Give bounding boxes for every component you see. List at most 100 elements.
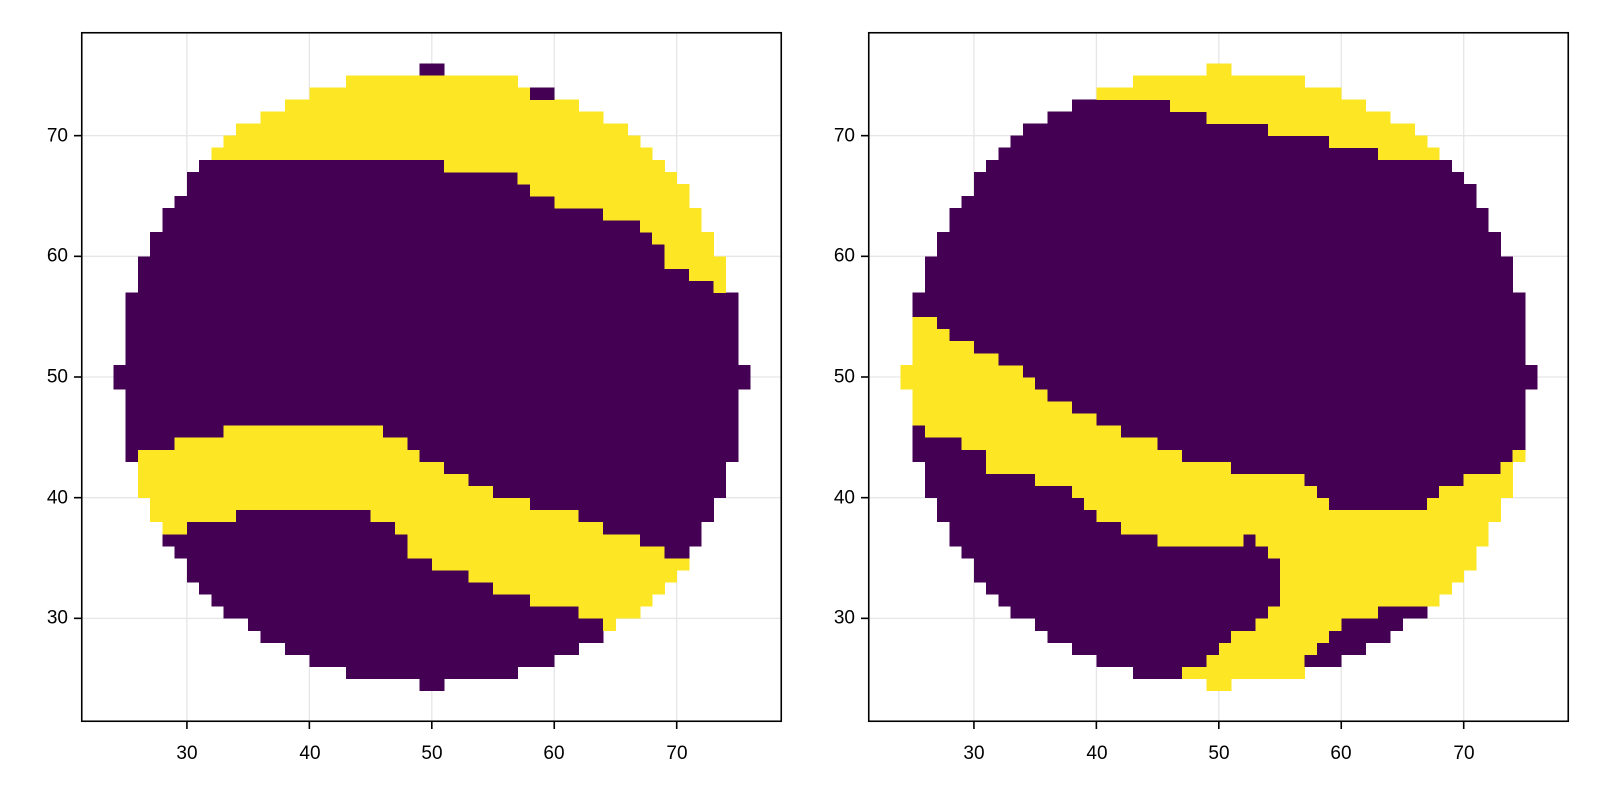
right-x-tick-70: 70	[1453, 743, 1475, 764]
heatmap-cell	[137, 268, 690, 281]
heatmap-cell	[912, 316, 938, 330]
heatmap-cell	[1218, 642, 1318, 655]
heatmap-cell	[1071, 401, 1526, 414]
heatmap-cell	[1022, 364, 1538, 378]
right-x-tick-50: 50	[1208, 743, 1230, 764]
left-y-tick-40: 40	[46, 487, 68, 509]
heatmap-cell	[912, 389, 1048, 402]
heatmap-cell	[284, 642, 580, 655]
heatmap-cell	[652, 232, 714, 245]
heatmap-cell	[137, 473, 469, 487]
heatmap-cell	[713, 280, 727, 293]
heatmap-cell	[1010, 135, 1330, 149]
heatmap-cell	[1120, 521, 1489, 535]
heatmap-cell	[162, 533, 408, 547]
heatmap-cell	[125, 449, 139, 462]
heatmap-cell	[1047, 630, 1232, 643]
heatmap-cell	[1182, 666, 1305, 680]
heatmap-cell	[1304, 654, 1342, 668]
heatmap-cell	[468, 473, 727, 487]
axes-frame	[867, 31, 1570, 723]
heatmap-cell	[150, 509, 237, 523]
heatmap-cell	[346, 75, 518, 88]
heatmap-cell	[137, 280, 714, 293]
heatmap-cell	[603, 208, 702, 221]
heatmap-cell	[419, 678, 445, 692]
heatmap-cell	[260, 111, 604, 124]
heatmap-cell	[912, 352, 999, 366]
heatmap-cell	[137, 485, 494, 499]
heatmap-cell	[1071, 99, 1171, 112]
heatmap-cell	[998, 352, 1526, 366]
heatmap-cell	[137, 256, 665, 269]
heatmap-cell	[639, 220, 702, 233]
heatmap-cell	[1377, 147, 1440, 161]
heatmap-cell	[912, 340, 975, 354]
heatmap-cell	[346, 666, 518, 680]
heatmap-cell	[162, 521, 188, 535]
heatmap-cell	[1255, 533, 1489, 547]
heatmap-cell	[986, 461, 1232, 474]
heatmap-cell	[199, 582, 494, 595]
heatmap-cell	[603, 618, 616, 631]
heatmap-cell	[924, 485, 1073, 499]
heatmap-cell	[949, 220, 1489, 233]
heatmap-cell	[529, 87, 555, 100]
left-heatmap-plot	[74, 31, 783, 729]
heatmap-cell	[1255, 618, 1342, 631]
heatmap-cell	[912, 304, 1526, 318]
heatmap-cell	[664, 545, 690, 559]
heatmap-cell	[309, 87, 531, 100]
heatmap-cell	[1280, 582, 1452, 595]
right-y-tick-60: 60	[833, 245, 855, 267]
heatmap-cell	[493, 582, 665, 595]
heatmap-cell	[125, 316, 739, 330]
heatmap-cell	[1182, 449, 1514, 462]
heatmap-cell	[1169, 99, 1367, 112]
heatmap-cell	[1316, 642, 1367, 655]
right-y-tick-50: 50	[833, 366, 855, 388]
heatmap-cell	[924, 268, 1514, 281]
heatmap-cell	[113, 377, 751, 390]
heatmap-cell	[1512, 449, 1526, 462]
heatmap-cell	[162, 220, 641, 233]
heatmap-cell	[150, 244, 665, 257]
heatmap-cell	[137, 461, 445, 474]
heatmap-cell	[1463, 473, 1514, 487]
heatmap-cell	[1206, 678, 1232, 692]
right-heatmap-axes	[861, 31, 1570, 729]
heatmap-cell	[125, 437, 176, 450]
heatmap-cell	[431, 558, 690, 571]
heatmap-cell	[211, 147, 653, 161]
left-y-tick-60: 60	[46, 245, 68, 267]
heatmap-cell	[186, 521, 396, 535]
heatmap-cell	[186, 183, 531, 197]
heatmap-cell	[1280, 570, 1465, 583]
heatmap-cell	[1206, 63, 1232, 76]
heatmap-cell	[1133, 666, 1183, 680]
heatmap-cell	[973, 171, 1465, 185]
heatmap-cell	[924, 256, 1514, 269]
heatmap-cell	[150, 497, 531, 511]
heatmap-cell	[199, 159, 445, 173]
left-x-tick-50: 50	[421, 743, 443, 764]
heatmap-cell	[517, 171, 678, 185]
heatmap-cell	[937, 497, 1085, 511]
heatmap-cell	[578, 606, 641, 619]
heatmap-cell	[924, 461, 987, 474]
heatmap-cell	[174, 437, 408, 450]
left-x-tick-70: 70	[666, 743, 688, 764]
heatmap-cell	[1022, 123, 1269, 137]
heatmap-cell	[1426, 497, 1501, 511]
heatmap-cell	[529, 183, 690, 197]
heatmap-cell	[1377, 606, 1428, 619]
heatmap-cell	[407, 545, 665, 559]
heatmap-cell	[1047, 111, 1207, 124]
heatmap-cell	[924, 473, 1036, 487]
heatmap-cell	[912, 328, 950, 342]
heatmap-cell	[937, 232, 1501, 245]
heatmap-cell	[1047, 389, 1526, 402]
axes-frame	[80, 31, 783, 723]
heatmap-cell	[998, 147, 1379, 161]
heatmap-cell	[1341, 618, 1403, 631]
